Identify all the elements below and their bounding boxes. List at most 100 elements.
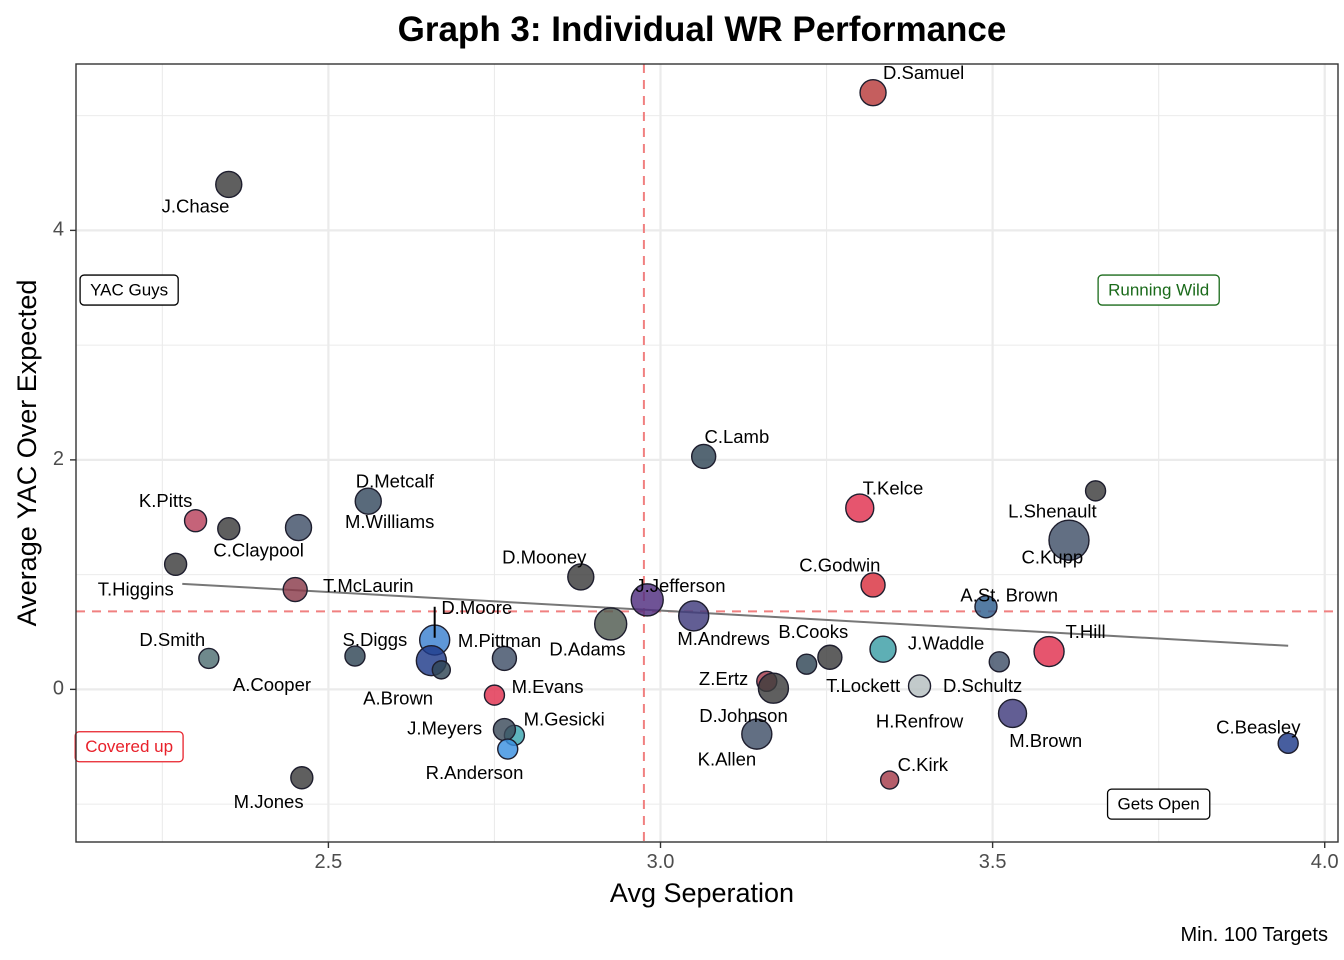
- point-label: C.Kirk: [898, 754, 949, 775]
- data-point: [879, 770, 900, 790]
- x-axis-title: Avg Seperation: [610, 878, 794, 908]
- quadrant-note: Covered up: [74, 731, 184, 763]
- y-axis-title: Average YAC Over Expected: [12, 280, 42, 627]
- data-point: [198, 647, 220, 670]
- point-label: C.Claypool: [213, 540, 304, 561]
- x-axis-ticks: 2.5 3.0 3.5 4.0: [314, 842, 1339, 873]
- point-label: M.Andrews: [677, 628, 770, 649]
- point-label: A.Brown: [363, 688, 433, 709]
- data-point: [567, 563, 595, 591]
- data-point: [1033, 635, 1065, 668]
- data-point: [492, 717, 517, 742]
- point-label: D.Metcalf: [356, 471, 435, 492]
- quadrant-note: Running Wild: [1097, 274, 1220, 306]
- point-label: C.Lamb: [704, 426, 769, 447]
- x-tick-label: 4.0: [1311, 851, 1339, 873]
- data-point: [757, 672, 790, 704]
- plot-border: [75, 63, 1339, 843]
- quadrant-notes: YAC Guys Running Wild Covered up Gets Open: [74, 274, 1220, 820]
- point-label: D.Adams: [549, 638, 625, 659]
- data-point: [817, 644, 843, 670]
- point-label: D.Moore: [441, 597, 512, 618]
- data-point: [183, 509, 208, 533]
- data-point: [845, 493, 875, 523]
- quadrant-note-text: Gets Open: [1118, 795, 1200, 814]
- quadrant-note-text: Running Wild: [1108, 281, 1209, 300]
- data-point: [215, 170, 243, 199]
- y-tick-label: 0: [53, 678, 64, 700]
- data-point: [163, 552, 188, 577]
- data-point: [497, 738, 519, 760]
- point-label: C.Godwin: [799, 554, 880, 575]
- point-label: D.Smith: [139, 629, 205, 650]
- quadrant-note-box: [1097, 274, 1220, 306]
- point-label: A.St. Brown: [960, 584, 1058, 605]
- quadrant-note-box: [1106, 788, 1211, 820]
- quadrant-note-text: YAC Guys: [90, 281, 168, 300]
- point-label: K.Allen: [698, 748, 757, 769]
- point-label: M.Brown: [1009, 730, 1082, 751]
- point-label: R.Anderson: [426, 762, 524, 783]
- point-label: D.Johnson: [699, 705, 787, 726]
- point-label: J.Chase: [162, 195, 230, 216]
- point-label: M.Evans: [512, 676, 584, 697]
- chart-title: Graph 3: Individual WR Performance: [398, 10, 1007, 49]
- point-label: C.Beasley: [1216, 716, 1301, 737]
- point-label: K.Pitts: [139, 490, 192, 511]
- data-point: [593, 607, 628, 641]
- point-label: T.Hill: [1066, 621, 1106, 642]
- point-label: A.Cooper: [233, 674, 311, 695]
- y-tick-label: 4: [53, 219, 64, 241]
- point-label: T.Lockett: [826, 675, 900, 696]
- quadrant-note: Gets Open: [1106, 788, 1211, 820]
- point-label: T.McLaurin: [323, 575, 413, 596]
- point-label: L.Shenault: [1008, 501, 1096, 522]
- x-tick-label: 3.5: [979, 851, 1007, 873]
- data-point: [344, 645, 366, 667]
- point-label: D.Schultz: [943, 675, 1022, 696]
- point-label: M.Williams: [345, 511, 434, 532]
- data-point: [217, 517, 241, 541]
- point-label: M.Gesicki: [524, 708, 605, 729]
- point-label: J.Waddle: [908, 633, 984, 654]
- quadrant-note-box: [74, 731, 184, 763]
- data-point: [483, 684, 506, 706]
- point-labels: D.Samuel J.Chase C.Lamb T.Kelce D.Metcalf K.P…: [98, 62, 1301, 812]
- y-tick-label: 2: [53, 448, 64, 470]
- data-point: [290, 766, 314, 790]
- data-point: [795, 653, 818, 675]
- point-label: M.Jones: [234, 791, 304, 812]
- data-point: [869, 635, 897, 663]
- point-label: B.Cooks: [778, 621, 848, 642]
- data-point: [282, 576, 308, 603]
- data-point: [997, 698, 1028, 729]
- point-label: C.Kupp: [1022, 546, 1084, 567]
- point-label: Z.Ertz: [699, 668, 748, 689]
- x-tick-label: 3.0: [647, 851, 675, 873]
- data-point: [1277, 732, 1299, 755]
- chart-caption: Min. 100 Targets: [1181, 924, 1329, 946]
- grid-lines: [76, 64, 1338, 842]
- data-point: [431, 660, 452, 680]
- point-label: J.Meyers: [407, 717, 482, 738]
- data-point: [354, 487, 382, 515]
- quadrant-note-text: Covered up: [85, 737, 173, 756]
- data-point: [690, 443, 717, 470]
- point-label: D.Mooney: [502, 546, 587, 567]
- data-point: [860, 572, 886, 598]
- point-label: H.Renfrow: [876, 711, 964, 732]
- data-points: [163, 78, 1299, 790]
- data-point: [907, 674, 932, 698]
- data-point: [630, 583, 664, 617]
- trend-line-group: [182, 582, 1289, 647]
- point-label: T.Higgins: [98, 579, 174, 600]
- quadrant-note: YAC Guys: [79, 274, 179, 306]
- data-point: [491, 645, 518, 672]
- point-label: S.Diggs: [343, 629, 408, 650]
- data-point: [284, 513, 313, 542]
- data-point: [1048, 519, 1090, 561]
- data-point: [1084, 480, 1107, 502]
- data-point: [859, 78, 887, 107]
- data-point: [741, 718, 773, 750]
